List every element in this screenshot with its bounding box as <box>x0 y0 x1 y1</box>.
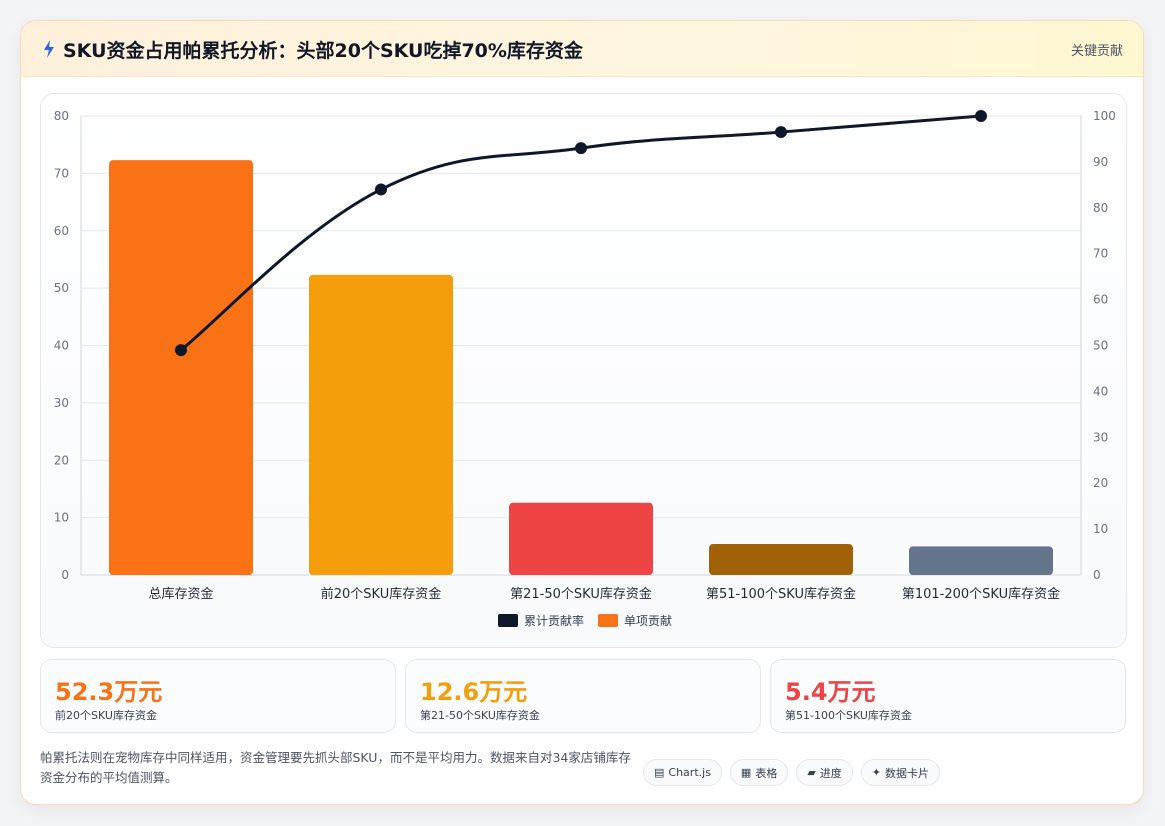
y-left-tick-label: 30 <box>54 396 69 410</box>
table-icon: ▦ <box>740 766 752 779</box>
stat-value: 52.3万元 <box>55 678 163 706</box>
bar <box>309 274 453 575</box>
x-tick-label: 总库存资金 <box>148 586 213 602</box>
stat-value: 12.6万元 <box>420 678 528 706</box>
key-contribution-tag[interactable]: 关键贡献 <box>1070 44 1123 59</box>
y-right-tick-label: 70 <box>1093 247 1108 261</box>
stat-card-top20: 52.3万元 前20个SKU库存资金 <box>40 659 396 733</box>
stat-card-21-50: 12.6万元 第21-50个SKU库存资金 <box>405 659 761 733</box>
pill-label: 表格 <box>755 766 778 780</box>
legend-label-cumulative: 累计贡献率 <box>524 614 585 628</box>
analysis-card: SKU资金占用帕累托分析：头部20个SKU吃掉70%库存资金 关键贡献 0 10 2… <box>20 20 1144 805</box>
x-tick-label: 第51-100个SKU库存资金 <box>706 586 856 602</box>
pareto-chart-panel: 0 10 20 30 40 50 60 70 80 0 10 20 30 40 50 60 70 80 90 100 总… <box>40 93 1127 648</box>
line-point <box>775 126 787 139</box>
y-left-tick-label: 40 <box>54 339 69 353</box>
legend-label-single: 单项贡献 <box>624 614 673 628</box>
data-card-pill[interactable]: ✦ 数据卡片 <box>860 759 941 786</box>
y-left-tick-label: 70 <box>54 166 69 180</box>
y-left-tick-label: 80 <box>54 109 69 123</box>
y-right-tick-label: 10 <box>1093 522 1108 536</box>
y-right-tick-label: 0 <box>1093 568 1101 582</box>
legend-swatch-line <box>498 614 518 627</box>
y-right-tick-label: 80 <box>1093 201 1108 215</box>
y-right-tick-label: 90 <box>1093 155 1108 169</box>
y-right-tick-label: 40 <box>1093 384 1108 398</box>
stat-value: 5.4万元 <box>785 678 876 706</box>
sparkle-icon: ✦ <box>871 766 882 779</box>
stat-label: 前20个SKU库存资金 <box>55 709 157 722</box>
legend-item-cumulative[interactable]: 累计贡献率 <box>498 612 584 629</box>
y-left-tick-label: 0 <box>61 568 69 582</box>
legend-swatch-bar <box>598 614 619 627</box>
x-tick-label: 第21-50个SKU库存资金 <box>510 586 652 602</box>
progress-pill[interactable]: ▰ 进度 <box>796 759 853 786</box>
legend-item-single[interactable]: 单项贡献 <box>598 612 672 629</box>
stat-label: 第21-50个SKU库存资金 <box>420 709 540 722</box>
tool-pills: ▤ Chart.js ▦ 表格 ▰ 进度 ✦ 数据卡片 <box>643 759 941 786</box>
x-tick-label: 第101-200个SKU库存资金 <box>902 586 1060 602</box>
bar <box>909 546 1053 575</box>
y-right-tick-label: 50 <box>1093 339 1108 353</box>
y-left-tick-label: 10 <box>54 511 69 525</box>
line-point <box>175 344 187 357</box>
x-tick-label: 前20个SKU库存资金 <box>321 586 442 602</box>
bar <box>709 544 853 575</box>
chartjs-pill[interactable]: ▤ Chart.js <box>643 759 722 786</box>
lightning-bolt-icon <box>44 40 54 58</box>
y-right-tick-label: 60 <box>1093 293 1108 307</box>
line-point <box>375 183 387 196</box>
bar <box>509 502 653 575</box>
pareto-chart: 0 10 20 30 40 50 60 70 80 0 10 20 30 40 50 60 70 80 90 100 总… <box>54 109 1116 602</box>
line-point <box>975 110 987 122</box>
pill-label: 数据卡片 <box>885 766 930 780</box>
pill-label: Chart.js <box>668 766 711 779</box>
footnote: 帕累托法则在宠物库存中同样适用，资金管理要先抓头部SKU，而不是平均用力。数据来… <box>40 750 631 785</box>
bar <box>109 160 253 575</box>
chart-legend: 累计贡献率 单项贡献 <box>498 612 672 629</box>
y-left-tick-label: 60 <box>54 224 69 238</box>
y-left-tick-label: 50 <box>54 281 69 295</box>
y-right-tick-label: 30 <box>1093 430 1108 444</box>
card-header: SKU资金占用帕累托分析：头部20个SKU吃掉70%库存资金 关键贡献 <box>21 21 1143 77</box>
y-right-tick-label: 100 <box>1093 109 1116 123</box>
y-left-tick-label: 20 <box>54 453 69 467</box>
stat-card-51-100: 5.4万元 第51-100个SKU库存资金 <box>770 659 1126 733</box>
line-point <box>575 142 587 155</box>
pill-label: 进度 <box>819 766 842 780</box>
progress-icon: ▰ <box>807 766 816 779</box>
page-title: SKU资金占用帕累托分析：头部20个SKU吃掉70%库存资金 <box>63 40 583 62</box>
y-right-tick-label: 20 <box>1093 476 1108 490</box>
stat-label: 第51-100个SKU库存资金 <box>785 709 912 722</box>
table-pill[interactable]: ▦ 表格 <box>729 759 789 786</box>
chart-icon: ▤ <box>654 766 665 779</box>
